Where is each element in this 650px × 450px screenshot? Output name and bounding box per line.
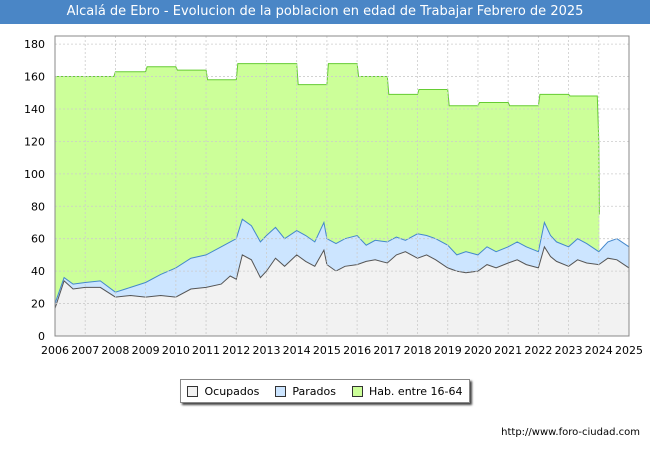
line-hab-entre-16-64	[55, 63, 600, 215]
area-chart: 0 20 40 60 80 100 120 140 160 180 2006 2007 2008 2009…	[24, 35, 643, 357]
legend: Ocupados Parados Hab. entre 16-64	[180, 379, 470, 403]
legend-label-parados: Parados	[292, 384, 336, 398]
y-tick-label: 40	[31, 265, 45, 278]
x-tick-label: 2009	[132, 344, 160, 357]
legend-swatch-parados	[275, 385, 287, 397]
x-tick-label: 2010	[162, 344, 190, 357]
legend-label-hab: Hab. entre 16-64	[368, 384, 463, 398]
x-tick-label: 2017	[373, 344, 401, 357]
x-tick-label: 2011	[192, 344, 220, 357]
y-tick-label: 100	[24, 168, 45, 181]
y-tick-label: 0	[38, 330, 45, 343]
x-tick-label: 2023	[555, 344, 583, 357]
chart-title: Alcalá de Ebro - Evolucion de la poblaci…	[0, 0, 650, 24]
x-tick-label: 2007	[71, 344, 99, 357]
x-tick-label: 2012	[222, 344, 250, 357]
x-tick-label: 2018	[404, 344, 432, 357]
y-tick-label: 120	[24, 135, 45, 148]
x-tick-label: 2025	[615, 344, 643, 357]
x-tick-label: 2013	[252, 344, 280, 357]
x-tick-label: 2020	[464, 344, 492, 357]
x-tick-label: 2022	[524, 344, 552, 357]
x-tick-label: 2021	[494, 344, 522, 357]
legend-item-ocupados: Ocupados	[187, 385, 259, 398]
y-tick-label: 80	[31, 200, 45, 213]
legend-swatch-ocupados	[187, 385, 199, 397]
x-tick-label: 2015	[313, 344, 341, 357]
legend-item-parados: Parados	[275, 385, 336, 398]
x-tick-label: 2019	[434, 344, 462, 357]
x-tick-label: 2016	[343, 344, 371, 357]
source-url: http://www.foro-ciudad.com	[501, 427, 640, 438]
y-tick-label: 160	[24, 71, 45, 84]
legend-item-hab: Hab. entre 16-64	[351, 384, 463, 398]
y-tick-label: 180	[24, 38, 45, 51]
area-ocupados	[55, 246, 629, 336]
x-tick-label: 2006	[41, 344, 69, 357]
x-tick-label: 2014	[283, 344, 311, 357]
y-tick-label: 140	[24, 103, 45, 116]
legend-swatch-hab	[351, 385, 363, 397]
y-tick-label: 20	[31, 298, 45, 311]
legend-label-ocupados: Ocupados	[204, 384, 260, 398]
x-tick-label: 2024	[585, 344, 613, 357]
line-parados	[54, 218, 630, 304]
plot-border	[54, 35, 630, 337]
y-tick-label: 60	[31, 233, 45, 246]
x-tick-label: 2008	[101, 344, 129, 357]
